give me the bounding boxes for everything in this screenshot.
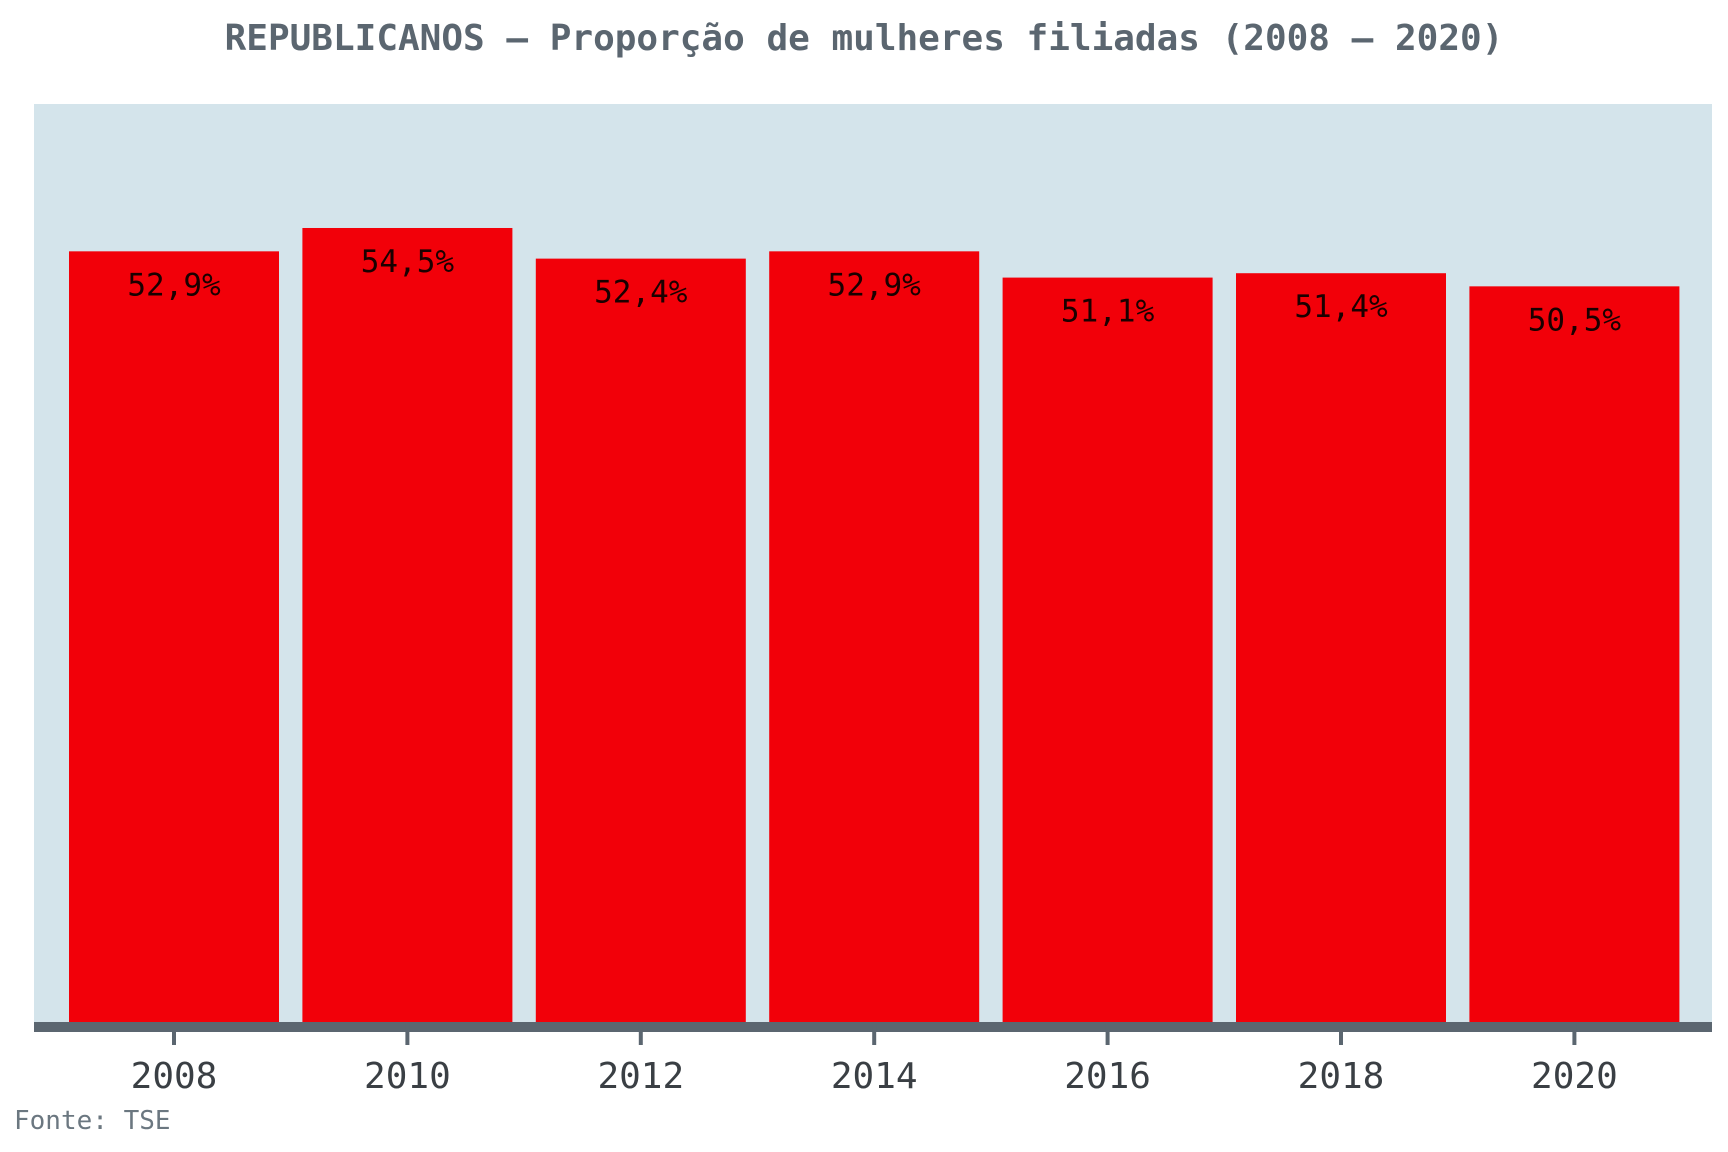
data-label-2008: 52,9%	[127, 267, 221, 303]
data-label-2016: 51,1%	[1061, 294, 1155, 330]
data-label-2010: 54,5%	[361, 244, 455, 280]
x-tick-label-2020: 2020	[1531, 1056, 1618, 1097]
data-label-2012: 52,4%	[594, 275, 688, 311]
x-tick-label-2010: 2010	[364, 1056, 451, 1097]
data-label-2020: 50,5%	[1528, 302, 1622, 338]
x-ticks-group: 2008 2010 2012 2014 2016 2018 2020	[131, 1023, 1618, 1097]
data-label-2014: 52,9%	[828, 267, 922, 303]
x-tick-label-2008: 2008	[131, 1056, 218, 1097]
x-tick-label-2018: 2018	[1298, 1056, 1385, 1097]
bar-2014	[769, 251, 980, 1024]
bar-2012	[535, 258, 746, 1024]
bar-2020	[1469, 286, 1680, 1023]
x-tick-label-2012: 2012	[597, 1056, 684, 1097]
bars-group	[69, 227, 1680, 1024]
x-tick-label-2014: 2014	[831, 1056, 918, 1097]
bar-2018	[1236, 273, 1446, 1023]
source-note: Fonte: TSE	[14, 1106, 171, 1136]
bar-2008	[69, 251, 279, 1024]
chart-title: REPUBLICANOS – Proporção de mulheres fil…	[224, 18, 1504, 59]
x-tick-label-2016: 2016	[1064, 1056, 1151, 1097]
bar-2016	[1002, 277, 1213, 1024]
bar-2010	[302, 227, 513, 1023]
data-labels-group: 52,9% 54,5% 52,4% 52,9% 51,1% 51,4% 50,5%	[127, 244, 1621, 338]
data-label-2018: 51,4%	[1294, 289, 1388, 325]
